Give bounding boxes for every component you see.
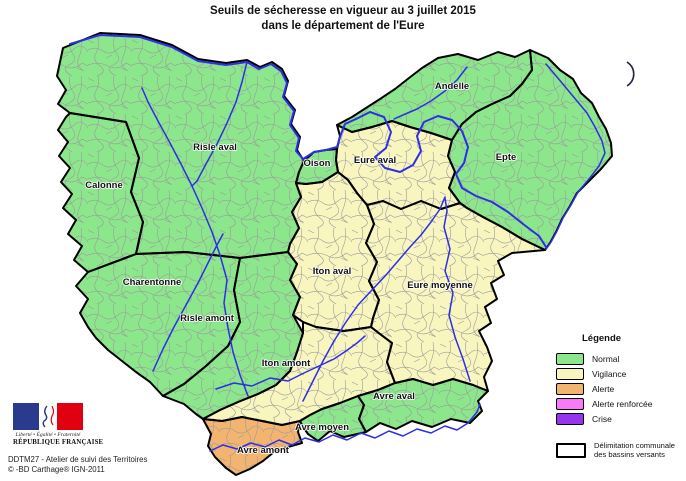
legend-label: Alerte [592,384,615,394]
region-label-charentonne: Charentonne [123,277,182,288]
region-label-epte: Epte [496,152,517,163]
region-iton-aval [288,172,379,331]
river-andelle [393,66,468,120]
flag-blue-band [13,403,39,430]
region-eure-aval [336,121,460,209]
flag-white-band [39,403,57,430]
commune-boundaries-layer [57,33,612,475]
region-label-avre-moyen: Avre moyen [295,422,349,433]
region-label-calonne: Calonne [85,180,122,191]
logo-motto: Liberté • Égalité • Fraternité [15,432,81,438]
map-title: Seuils de sécheresse en vigueur au 3 jui… [0,4,686,34]
legend-label: Normal [592,354,620,364]
map-credits: DDTM27 - Atelier de suivi des Territoire… [8,455,147,475]
republique-francaise-logo: Liberté • Égalité • Fraternité RÉPUBLIQU… [13,403,104,446]
river-seine [69,34,547,248]
legend-label: Alerte renforcée [592,399,653,409]
rivers-layer [69,34,606,452]
region-label-risle-aval: Risle aval [193,142,237,153]
legend-label: Crise [592,414,612,424]
region-charentonne [76,252,240,396]
region-andelle [337,50,532,140]
basin-borders-layer [56,32,613,476]
legend-items: Normal Vigilance Alerte Alerte renforcée Cri… [556,353,684,425]
region-label-iton-amont: Iton amont [262,358,311,369]
region-risle-amont [163,252,303,419]
region-calonne [57,112,144,273]
region-oison [296,149,338,184]
river-epte [545,63,606,250]
region-labels-layer: Risle aval Calonne Charentonne Risle amont O… [84,80,517,457]
map-title-line2: dans le département de l'Eure [261,19,425,32]
legend-item-vigilance: Vigilance [556,368,684,380]
logo-country: RÉPUBLIQUE FRANÇAISE [13,439,104,446]
region-eure-moyenne [366,201,545,391]
legend-outline-swatch [556,443,586,458]
french-flag-logo [13,403,83,430]
region-avre-moyen [300,396,366,441]
flag-red-band [57,403,83,430]
legend-swatch-alerte_renforcee [556,398,584,410]
river-risle [141,87,249,397]
credit-line1: DDTM27 - Atelier de suivi des Territoire… [8,455,148,464]
region-label-eure-aval: Eure aval [354,155,396,166]
region-label-risle-amont: Risle amont [180,313,235,324]
river-avre [209,403,481,452]
legend-item-alerte: Alerte [556,383,684,395]
legend-item-crise: Crise [556,413,684,425]
legend-swatch-crise [556,413,584,425]
marianne-profile-icon [42,405,55,428]
region-avre-amont [202,416,303,476]
boundary-arc [626,61,635,87]
region-label-avre-amont: Avre amont [237,445,290,456]
legend-item-basin-outline: Délimitation communale des bassins versa… [556,441,684,460]
river-iton-amont [215,335,366,390]
region-avre-aval [358,379,488,432]
region-label-oison: Oison [304,158,331,169]
region-avre-amont [203,417,302,475]
region-avre-moyen [299,395,367,442]
legend: Légende Normal Vigilance Alerte Alerte renf… [556,333,684,460]
legend-item-alerte_renforcee: Alerte renforcée [556,398,684,410]
map-title-line1: Seuils de sécheresse en vigueur au 3 jui… [210,5,476,17]
region-label-eure-moyenne: Eure moyenne [407,280,472,291]
region-risle-aval [57,33,304,258]
river-iton [302,196,446,402]
region-label-avre-aval: Avre aval [373,391,415,402]
legend-label: Vigilance [592,369,627,379]
legend-title: Légende [582,333,622,344]
region-label-andelle: Andelle [435,81,469,92]
legend-outline-label: Délimitation communale des bassins versa… [594,441,676,460]
legend-swatch-normal [556,353,584,365]
legend-swatch-alerte [556,383,584,395]
legend-swatch-vigilance [556,368,584,380]
region-calonne [58,113,143,272]
legend-item-normal: Normal [556,353,684,365]
river-charentonne [152,233,224,372]
region-eure-moyenne [365,200,546,392]
river-risle-branch [191,61,248,187]
credit-line2: © -BD Carthage® IGN-2011 [8,465,105,475]
river-eure [443,197,471,382]
region-label-iton-aval: Iton aval [313,266,352,277]
